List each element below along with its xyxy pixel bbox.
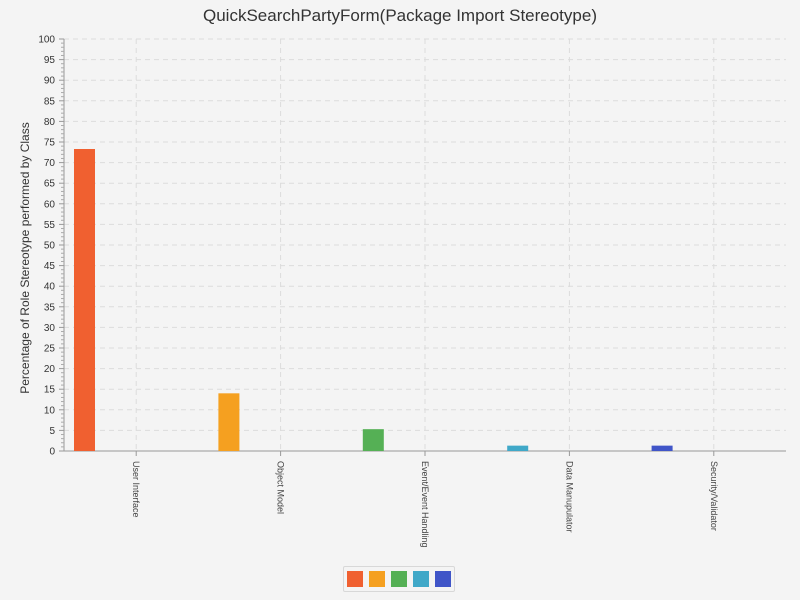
y-tick-label: 20 (44, 364, 56, 375)
bar-3 (362, 429, 384, 451)
y-axis-ticks: 0 5 10 15 20 25 30 35 40 45 50 55 60 65 70 75 80 85 90 95 10… (38, 35, 64, 458)
x-tick-label: User Interface (131, 461, 141, 518)
y-tick-label: 90 (44, 76, 56, 87)
bars (74, 149, 673, 451)
y-tick-label: 50 (44, 241, 56, 252)
y-tick-label: 85 (44, 96, 56, 107)
y-tick-label: 35 (44, 302, 56, 313)
y-tick-label: 95 (44, 55, 56, 66)
y-tick-label: 80 (44, 117, 56, 128)
legend-swatch-4 (413, 571, 429, 587)
y-tick-label: 15 (44, 385, 56, 396)
bar-1 (74, 149, 95, 451)
y-tick-label: 65 (44, 179, 56, 190)
grid-lines (64, 38, 786, 451)
y-tick-label: 100 (38, 35, 55, 46)
y-tick-label: 55 (44, 220, 56, 231)
x-tick-label: Event/Event Handling (420, 461, 430, 548)
y-tick-label: 70 (44, 158, 56, 169)
y-tick-label: 75 (44, 138, 56, 149)
y-tick-label: 60 (44, 199, 56, 210)
bar-5 (651, 445, 673, 451)
y-tick-label: 45 (44, 261, 56, 272)
bar-4 (507, 445, 529, 451)
y-tick-label: 10 (44, 405, 56, 416)
x-tick-label: Object Model (276, 461, 286, 514)
chart-title: QuickSearchPartyForm(Package Import Ster… (203, 6, 597, 25)
y-tick-label: 5 (49, 426, 55, 437)
legend-swatch-5 (435, 571, 451, 587)
x-axis-labels: User Interface Object Model Event/Event Ha… (131, 461, 719, 548)
y-tick-label: 0 (49, 447, 55, 458)
x-tick-label: Data Manupulator (564, 461, 574, 533)
legend (343, 566, 455, 592)
y-tick-label: 25 (44, 344, 56, 355)
x-tick-label: Security/Validator (709, 461, 719, 531)
y-tick-label: 30 (44, 323, 56, 334)
y-tick-label: 40 (44, 282, 56, 293)
bar-2 (218, 393, 240, 451)
legend-swatch-3 (391, 571, 407, 587)
legend-swatch-2 (369, 571, 385, 587)
legend-swatch-1 (347, 571, 363, 587)
